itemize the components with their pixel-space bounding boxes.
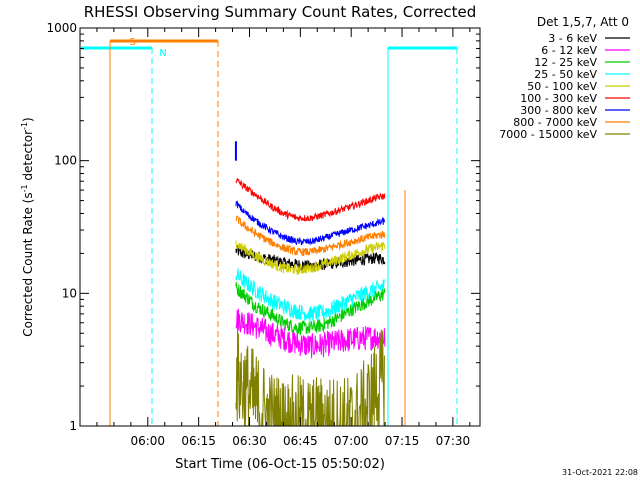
annotation-label: N	[159, 48, 166, 59]
overlays-layer: SN	[81, 37, 458, 426]
plot-frame	[79, 27, 481, 427]
chart-title: RHESSI Observing Summary Count Rates, Co…	[84, 3, 477, 21]
y-axis-label-part: Corrected Count Rate (s	[21, 192, 35, 336]
y-axis-label-part: detector	[21, 130, 35, 185]
y-tick-label: 1	[69, 419, 77, 433]
annotation-label: S	[129, 37, 135, 48]
y-axis-label: Corrected Count Rate (s-1 detector-1)	[20, 117, 35, 336]
x-tick-label: 06:45	[283, 434, 318, 448]
series-line	[235, 178, 386, 222]
legend-label: 6 - 12 keV	[541, 44, 597, 57]
y-axis-label-part: )	[21, 117, 35, 122]
x-tick-label: 06:00	[130, 434, 165, 448]
x-tick-label: 07:00	[334, 434, 369, 448]
y-axis-label-part: -1	[20, 184, 29, 192]
series-line	[235, 240, 386, 275]
series-line	[235, 268, 386, 322]
x-tick-label: 06:30	[232, 434, 267, 448]
legend-label: 300 - 800 keV	[520, 104, 597, 117]
y-axis-label-part: -1	[20, 122, 29, 130]
legend-label: 25 - 50 keV	[534, 68, 597, 81]
series-line	[235, 215, 386, 257]
series-line	[235, 282, 386, 336]
legend-label: 800 - 7000 keV	[513, 116, 597, 129]
legend-label: 3 - 6 keV	[548, 32, 597, 45]
x-tick-label: 07:30	[436, 434, 471, 448]
series-line	[235, 200, 386, 246]
timestamp-footer: 31-Oct-2021 22:08	[562, 468, 638, 477]
series-line	[235, 308, 386, 359]
y-tick-label: 1000	[46, 21, 77, 35]
y-tick-label: 100	[54, 154, 77, 168]
x-axis-label: Start Time (06-Oct-15 05:50:02)	[175, 457, 385, 472]
legend-label: 50 - 100 keV	[527, 80, 597, 93]
legend-label: 12 - 25 keV	[534, 56, 597, 69]
legend-label: 100 - 300 keV	[520, 92, 597, 105]
y-tick-label: 10	[62, 286, 77, 300]
legend-title: Det 1,5,7, Att 0	[537, 15, 629, 29]
legend-label: 7000 - 15000 keV	[499, 128, 597, 141]
axes-layer: 06:00 06:15 06:30 06:45 07:00 07:15 07:30 1 10 10…	[46, 21, 480, 448]
x-tick-label: 07:15	[385, 434, 420, 448]
plot-area: SN 06:00 06:15 06:30 06:45 07:00 07:15 07:3011…	[46, 21, 481, 448]
x-tick-label: 06:15	[181, 434, 216, 448]
